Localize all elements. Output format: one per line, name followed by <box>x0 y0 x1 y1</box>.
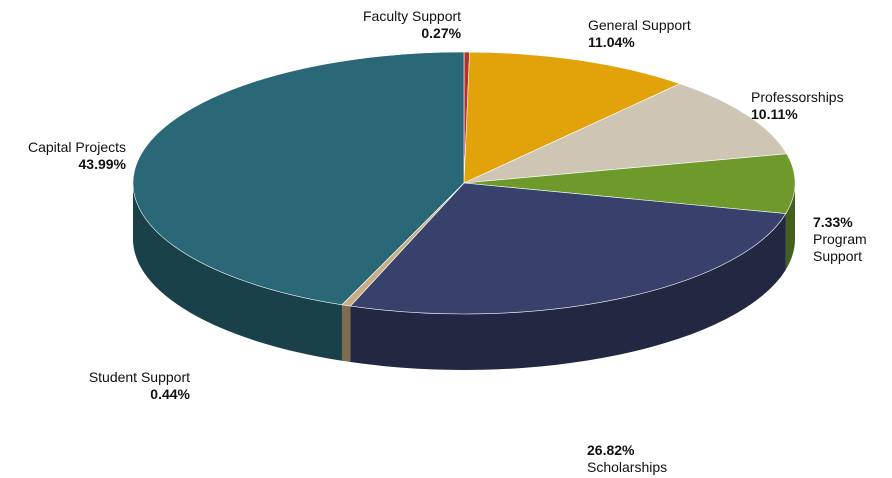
label-faculty-support-value: 0.27% <box>421 25 462 41</box>
label-scholarships-name: Scholarships <box>587 459 668 475</box>
label-faculty-support-name: Faculty Support <box>363 8 462 24</box>
pie-slice-scholarships <box>349 182 787 315</box>
label-professorships: Professorships 10.11% <box>751 89 844 123</box>
label-capital-projects-name: Capital Projects <box>27 139 126 155</box>
label-program-support-name-line2: Support <box>813 248 863 264</box>
label-student-support: Student Support 0.44% <box>70 369 190 403</box>
label-program-support-name-line1: Program <box>813 231 867 247</box>
label-professorships-name: Professorships <box>751 89 844 105</box>
pie-side-program-support <box>785 183 796 270</box>
label-capital-projects: Capital Projects 43.99% <box>10 139 126 173</box>
label-scholarships: 26.82% Scholarships <box>587 442 667 476</box>
label-program-support-value: 7.33% <box>813 214 853 230</box>
pie-slice-program-support <box>463 153 796 214</box>
pie-side-scholarships <box>350 213 786 370</box>
label-capital-projects-value: 43.99% <box>78 156 126 172</box>
label-faculty-support: Faculty Support 0.27% <box>363 8 461 42</box>
pie-side-student-support <box>341 304 351 363</box>
label-professorships-value: 10.11% <box>751 106 798 122</box>
label-scholarships-value: 26.82% <box>587 442 635 458</box>
label-program-support: 7.33% Program Support <box>813 214 867 265</box>
label-student-support-value: 0.44% <box>150 386 190 402</box>
pie-slice-professorships <box>463 83 788 184</box>
pie-sides <box>133 183 796 370</box>
label-general-support-value: 11.04% <box>588 34 635 50</box>
label-student-support-name: Student Support <box>88 369 190 385</box>
pie-tops <box>132 51 796 315</box>
pie-slice-general-support <box>463 51 681 184</box>
label-general-support: General Support 11.04% <box>588 17 691 51</box>
label-general-support-name: General Support <box>588 17 691 33</box>
pie-slice-capital-projects <box>132 51 465 306</box>
pie-side-capital-projects <box>133 183 342 361</box>
